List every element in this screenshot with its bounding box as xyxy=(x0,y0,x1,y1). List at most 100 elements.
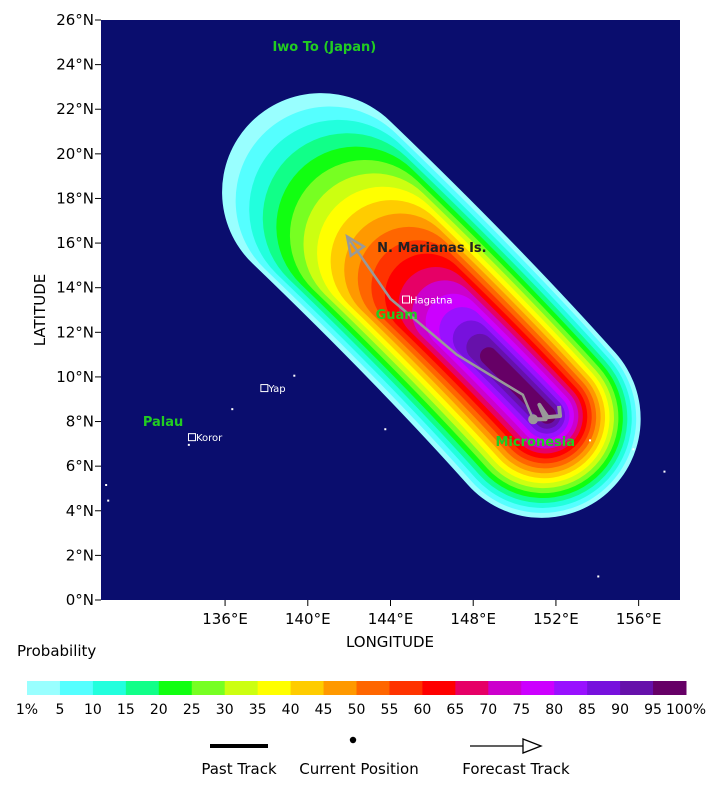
latitude-tick-label: 26°N xyxy=(56,11,94,29)
color-scale-swatch xyxy=(653,681,687,695)
forecast-track-label: Forecast Track xyxy=(462,760,570,778)
current-position-marker xyxy=(528,414,539,425)
longitude-tick-label: 148°E xyxy=(450,610,496,628)
color-scale-swatch xyxy=(620,681,654,695)
probability-scale-labels: 1% 5 10 15 20 25 30 35 40 45 50 55 60 65 70 75 80 85 90 95 1… xyxy=(16,702,706,718)
color-scale-label: 55 xyxy=(381,702,399,718)
color-scale-swatch xyxy=(422,681,456,695)
city-label: Koror xyxy=(196,433,223,444)
color-scale-label: 25 xyxy=(183,702,201,718)
color-scale-label: 40 xyxy=(282,702,300,718)
color-scale-swatch xyxy=(290,681,325,695)
island-speck xyxy=(632,448,635,451)
forecast-track-line xyxy=(346,235,535,420)
track-legend: Past Track Current Position Forecast Tra… xyxy=(201,736,570,778)
color-scale-swatch xyxy=(356,681,390,695)
island-speck xyxy=(293,374,296,377)
color-scale-label: 15 xyxy=(117,702,135,718)
color-scale-swatch xyxy=(125,681,160,695)
color-scale-swatch xyxy=(257,681,292,695)
color-scale-swatch xyxy=(27,681,61,695)
city-label: Yap xyxy=(267,384,285,395)
latitude-tick-label: 18°N xyxy=(56,189,94,207)
island-speck xyxy=(384,428,387,431)
color-scale-swatch xyxy=(158,681,193,695)
past-track-line xyxy=(533,402,563,422)
current-position-label: Current Position xyxy=(299,760,419,778)
region-label: Iwo To (Japan) xyxy=(272,40,376,55)
city-marker-icon xyxy=(260,384,269,393)
latitude-tick-label: 20°N xyxy=(56,145,94,163)
latitude-tick-label: 8°N xyxy=(66,413,94,431)
city-label: Hagatna xyxy=(410,296,453,307)
longitude-axis: 136°E 140°E 144°E 148°E 152°E 156°E xyxy=(202,600,661,628)
color-scale-label: 90 xyxy=(611,702,629,718)
island-speck xyxy=(107,499,110,502)
color-scale-label: 65 xyxy=(446,702,464,718)
latitude-tick-label: 14°N xyxy=(56,279,94,297)
color-scale-label: 95 xyxy=(644,702,662,718)
color-scale-swatch xyxy=(554,681,588,695)
latitude-tick-label: 0°N xyxy=(66,591,94,609)
latitude-tick-label: 10°N xyxy=(56,368,94,386)
color-scale-swatch xyxy=(389,681,423,695)
latitude-tick-label: 22°N xyxy=(56,100,94,118)
latitude-tick-label: 16°N xyxy=(56,234,94,252)
latitude-tick-label: 6°N xyxy=(66,457,94,475)
latitude-tick-label: 4°N xyxy=(66,502,94,520)
probability-scale-title: Probability xyxy=(17,642,96,660)
region-label: N. Marianas Is. xyxy=(377,241,487,256)
longitude-tick-label: 136°E xyxy=(202,610,248,628)
past-track-label: Past Track xyxy=(201,760,277,778)
color-scale-swatch xyxy=(92,681,127,695)
longitude-axis-title: LONGITUDE xyxy=(346,633,434,651)
city-marker-icon xyxy=(187,433,196,442)
island-speck xyxy=(589,439,592,442)
longitude-tick-label: 144°E xyxy=(368,610,414,628)
color-scale-swatch xyxy=(59,681,94,695)
color-scale-label: 70 xyxy=(479,702,497,718)
forecast-arrowhead-icon xyxy=(345,233,367,258)
color-scale-label: 100% xyxy=(666,702,706,718)
island-speck xyxy=(597,575,600,578)
region-label: Guam xyxy=(376,308,418,323)
color-scale-label: 1% xyxy=(16,702,38,718)
color-scale-swatch xyxy=(323,681,357,695)
forecast-track-swatch-arrow-icon xyxy=(522,738,543,754)
island-specks xyxy=(105,374,666,578)
color-scale-label: 80 xyxy=(545,702,563,718)
region-label: Palau xyxy=(143,415,183,430)
city-marker-icon xyxy=(402,295,411,304)
city-markers: Hagatna Yap Koror xyxy=(187,295,453,444)
island-speck xyxy=(187,443,190,446)
region-labels: Iwo To (Japan) N. Marianas Is. Guam Palau Mi… xyxy=(143,40,575,450)
latitude-tick-label: 2°N xyxy=(66,546,94,564)
latitude-axis: 0°N 2°N 4°N 6°N 8°N 10°N 12°N 14°N 16°N 18°N 20°N 2… xyxy=(56,11,101,609)
color-scale-swatch xyxy=(488,681,522,695)
current-position-swatch xyxy=(349,736,357,744)
color-scale-label: 30 xyxy=(216,702,234,718)
color-scale-swatch xyxy=(587,681,621,695)
color-scale-label: 45 xyxy=(315,702,333,718)
color-scale-label: 10 xyxy=(84,702,102,718)
color-scale-label: 75 xyxy=(512,702,530,718)
color-scale-swatch xyxy=(455,681,489,695)
color-scale-label: 20 xyxy=(150,702,168,718)
island-speck xyxy=(663,470,666,473)
color-scale-label: 50 xyxy=(348,702,366,718)
island-speck xyxy=(105,484,108,486)
probability-color-scale xyxy=(27,681,687,695)
color-scale-swatch xyxy=(191,681,226,695)
storm-track-layer xyxy=(345,233,563,425)
color-scale-label: 60 xyxy=(413,702,431,718)
longitude-tick-label: 152°E xyxy=(533,610,579,628)
latitude-tick-label: 24°N xyxy=(56,56,94,74)
map-plot-area: Hagatna Yap Koror Iwo To (Japan) N. Mariana… xyxy=(101,20,680,600)
longitude-tick-label: 140°E xyxy=(285,610,331,628)
color-scale-label: 5 xyxy=(55,702,64,718)
region-label: Micronesia xyxy=(496,435,575,450)
color-scale-label: 35 xyxy=(249,702,267,718)
island-speck xyxy=(231,408,234,411)
longitude-tick-label: 156°E xyxy=(616,610,662,628)
